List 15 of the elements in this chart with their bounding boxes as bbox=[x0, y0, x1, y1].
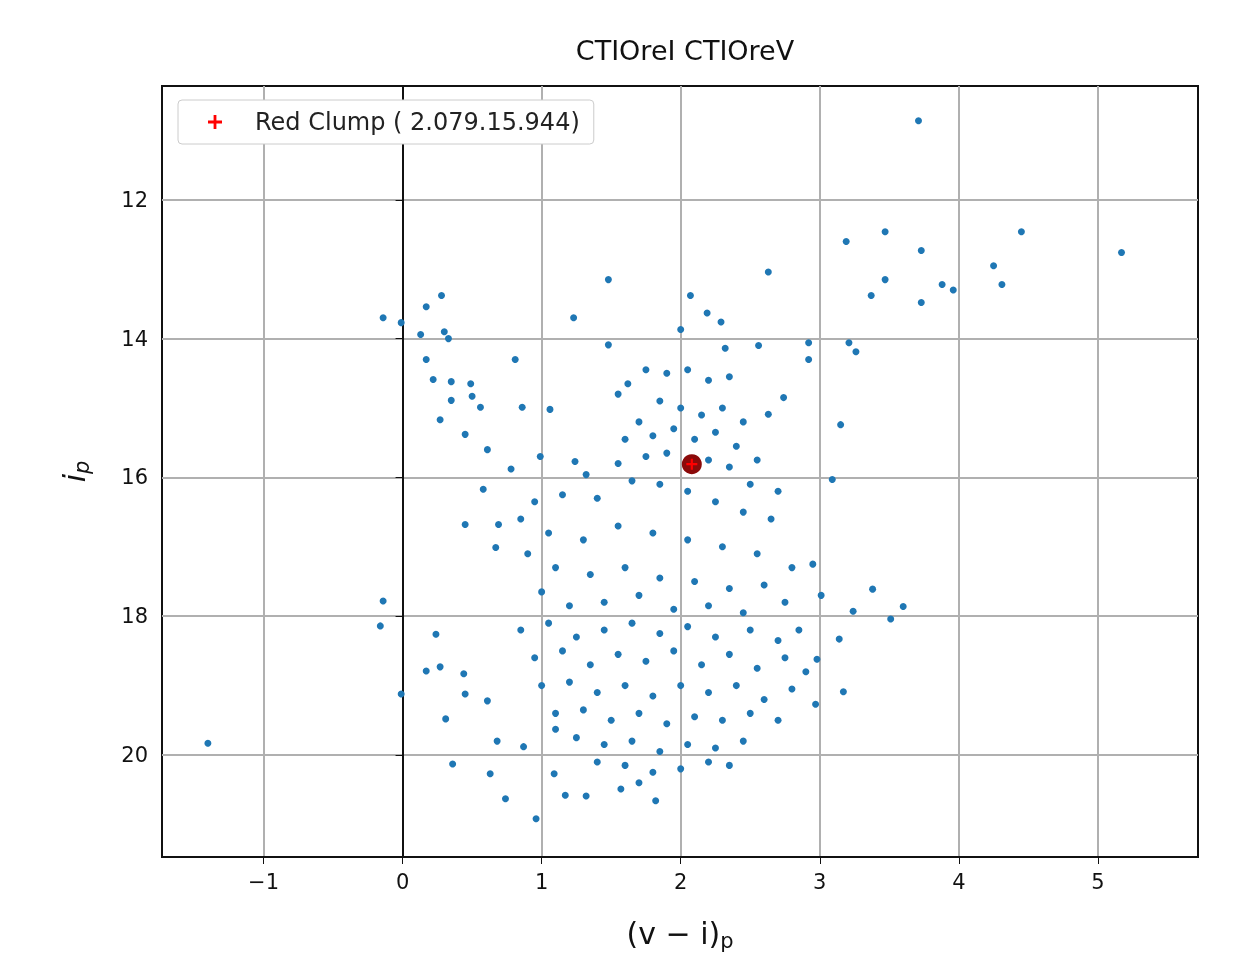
y-tick-label: 18 bbox=[121, 604, 148, 629]
y-tick-label: 16 bbox=[121, 465, 148, 490]
chart-title: CTIOreI CTIOreV bbox=[575, 35, 795, 66]
x-tick-label: 2 bbox=[674, 869, 688, 894]
y-tick-label: 12 bbox=[121, 187, 148, 212]
x-tick-label: 4 bbox=[952, 869, 966, 894]
y-tick-label: 14 bbox=[121, 326, 148, 351]
y-tick-label: 20 bbox=[121, 742, 148, 767]
legend-label: Red Clump ( 2.079.15.944) bbox=[255, 108, 580, 136]
x-tick-label: −1 bbox=[248, 869, 279, 894]
x-tick-label: 5 bbox=[1091, 869, 1105, 894]
x-tick-label: 0 bbox=[395, 869, 410, 894]
x-tick-label: 3 bbox=[813, 869, 827, 894]
x-tick-label: 1 bbox=[534, 869, 549, 894]
y-axis-title: ip bbox=[56, 460, 94, 483]
